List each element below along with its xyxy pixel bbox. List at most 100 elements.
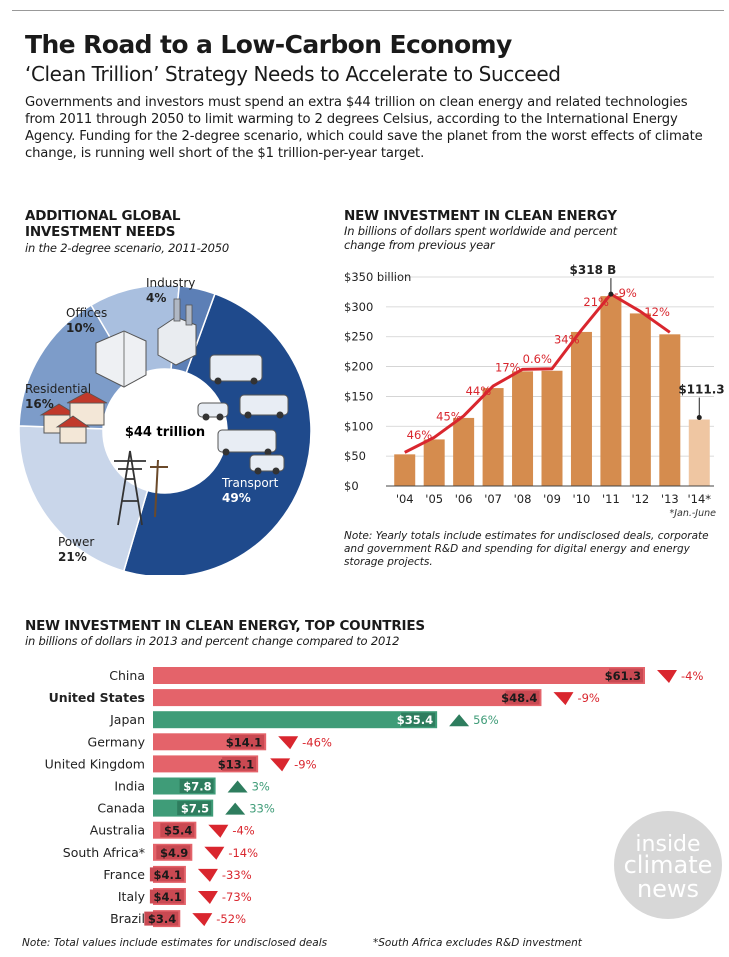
country-value-label: $4.1 — [154, 890, 182, 904]
yearly-chart-subtitle: In billions of dollars spent worldwide a… — [344, 224, 617, 252]
donut-pct-transport: 49% — [222, 491, 251, 505]
logo-circle — [614, 811, 722, 919]
vehicle-icon — [197, 402, 229, 418]
y-tick-label: $100 — [344, 419, 373, 433]
vehicle-icon — [217, 429, 277, 453]
value-label-bg — [179, 779, 214, 793]
country-pct-change: -9% — [577, 691, 599, 705]
country-value-label: $48.4 — [501, 691, 537, 705]
donut-center-label: $44 trillion — [125, 425, 205, 440]
donut-slice-residential — [18, 304, 135, 430]
donut-label-transport: Transport — [221, 476, 279, 490]
wheel-icon — [254, 467, 262, 475]
infographic-frame — [12, 10, 724, 951]
up-triangle-icon — [449, 714, 470, 727]
value-label-bg — [505, 690, 540, 705]
pct-change-label: 17% — [495, 361, 521, 375]
roof-icon — [66, 391, 108, 404]
country-pct-change: 56% — [473, 713, 499, 727]
vehicle-icon — [249, 454, 285, 472]
chimney-icon — [185, 304, 193, 326]
trend-line — [404, 292, 671, 454]
donut-pct-offices: 10% — [66, 321, 95, 335]
x-tick-label: '10 — [573, 492, 591, 506]
yearly-chart-note: Note: Yearly totals include estimates fo… — [344, 530, 709, 568]
y-tick-label: $250 — [344, 330, 373, 344]
donut-slice-transport — [122, 292, 312, 575]
donut-pct-industry: 4% — [146, 291, 166, 305]
x-tick-label: '14* — [687, 492, 711, 506]
vehicle-icon — [239, 394, 289, 416]
callout-dot — [696, 415, 702, 421]
countries-chart-subtitle: in billions of dollars in 2013 and perce… — [25, 634, 400, 648]
intro-paragraph: Governments and investors must spend an … — [25, 95, 703, 161]
country-label: Australia — [90, 823, 145, 838]
callout-label: $318 B — [570, 263, 617, 277]
country-value-label: $4.1 — [154, 868, 182, 882]
country-value-label: $7.5 — [181, 802, 209, 816]
wheel-icon — [272, 467, 280, 475]
pct-change-label: -12% — [640, 305, 670, 319]
donut-pct-residential: 16% — [25, 397, 54, 411]
countries-chart-title: NEW INVESTMENT IN CLEAN ENERGY, TOP COUN… — [25, 618, 425, 634]
country-pct-change: 3% — [252, 780, 270, 794]
year-bar — [482, 388, 504, 486]
logo-text: climate — [624, 851, 713, 879]
page-subtitle: ‘Clean Trillion’ Strategy Needs to Accel… — [25, 62, 561, 86]
down-triangle-icon — [197, 868, 218, 882]
value-label-bg — [156, 845, 191, 860]
country-pct-change: -9% — [294, 757, 316, 771]
yearly-bar-chart: $0 $50 $100 $150 $200 $250 $300 $350 billion '04… — [344, 263, 729, 519]
pct-change-label: 21% — [583, 295, 609, 309]
donut-title: ADDITIONAL GLOBAL INVESTMENT NEEDS — [25, 208, 181, 240]
x-tick-label: '11 — [602, 492, 620, 506]
down-triangle-icon — [657, 670, 677, 683]
x-tick-label: '07 — [484, 492, 502, 506]
down-triangle-icon — [278, 736, 299, 750]
logo-text: inside — [635, 832, 700, 857]
x-tick-label: '05 — [425, 492, 443, 506]
pct-change-label: 34% — [554, 332, 580, 346]
value-label-bg — [609, 668, 643, 683]
power-pylon-icon — [114, 450, 146, 526]
countries-bar-chart: China $61.3 -4% United States $48.4 -9% Japan $… — [45, 667, 722, 928]
country-label: South Africa* — [63, 845, 145, 860]
donut-label-residential: Residential — [25, 382, 91, 396]
wheel-icon — [264, 448, 272, 456]
x-tick-label: '09 — [543, 492, 561, 506]
country-bar — [153, 711, 438, 729]
country-value-label: $14.1 — [226, 735, 262, 749]
value-label-bg — [401, 712, 436, 727]
donut-label-offices: Offices — [66, 306, 107, 320]
donut-pct-power: 21% — [58, 550, 87, 564]
year-bar — [688, 419, 710, 486]
down-triangle-icon — [204, 846, 225, 860]
country-label: Japan — [109, 712, 145, 727]
callout-label: $111.3 B* — [678, 383, 729, 397]
year-bar — [512, 371, 534, 486]
page-title: The Road to a Low-Carbon Economy — [25, 30, 512, 59]
up-triangle-icon — [227, 780, 248, 793]
pct-change-label: 45% — [436, 410, 462, 424]
value-label-bg — [149, 889, 184, 904]
country-label: Brazil — [110, 911, 145, 926]
country-value-label: $35.4 — [397, 713, 433, 727]
country-label: United States — [49, 690, 145, 705]
x-tick-label: '04 — [396, 492, 414, 506]
country-pct-change: -33% — [222, 868, 252, 882]
y-tick-label: $0 — [344, 479, 359, 493]
value-label-bg — [144, 911, 179, 926]
pct-change-label: 46% — [407, 428, 433, 442]
country-value-label: $7.8 — [183, 780, 211, 794]
country-label: United Kingdom — [45, 756, 145, 771]
year-bar — [570, 331, 592, 486]
down-triangle-icon — [197, 891, 218, 904]
country-pct-change: 33% — [249, 802, 275, 816]
country-label: France — [103, 867, 145, 882]
pct-change-label: 44% — [466, 384, 492, 398]
country-value-label: $13.1 — [218, 757, 254, 771]
year-bar — [600, 296, 622, 486]
countries-footnote-right: *South Africa excludes R&D investment — [373, 937, 582, 949]
country-pct-change: -46% — [302, 735, 332, 749]
